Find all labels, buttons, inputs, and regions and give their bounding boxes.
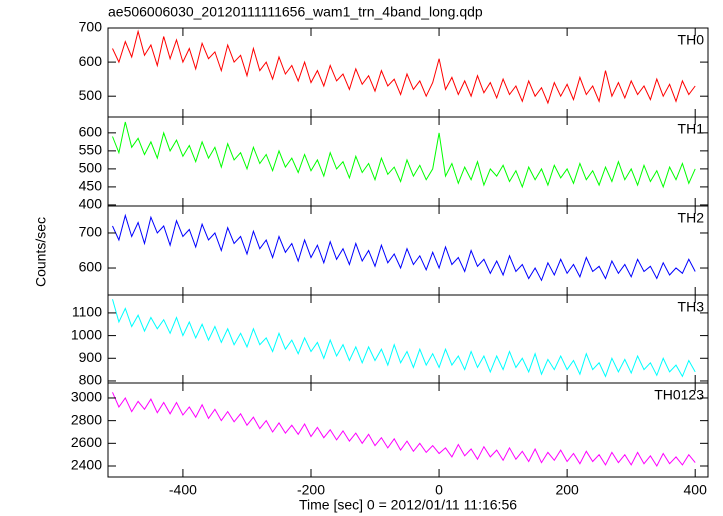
y-tick-label: 1100 <box>72 304 102 320</box>
panel-frame <box>107 382 709 478</box>
x-tick-label: 400 <box>684 482 708 498</box>
y-tick-label: 600 <box>79 53 103 69</box>
y-tick-label: 600 <box>79 124 103 140</box>
x-tick-label: 200 <box>555 482 579 498</box>
data-line <box>112 29 696 105</box>
chart-title: ae506006030_20120111111656_wam1_trn_4ban… <box>108 4 483 20</box>
data-line <box>112 213 696 282</box>
y-tick-label: 3000 <box>71 389 102 405</box>
x-tick-label: 0 <box>435 482 443 498</box>
y-tick-label: 2600 <box>71 434 102 450</box>
y-tick-label: 800 <box>79 372 103 388</box>
y-tick-label: 600 <box>79 259 103 275</box>
panel-label: TH0 <box>678 32 705 48</box>
y-tick-label: 700 <box>79 19 103 35</box>
panel-label: TH0123 <box>654 387 704 403</box>
y-tick-label: 450 <box>79 178 103 194</box>
y-tick-label: 500 <box>79 87 103 103</box>
panel-frame <box>107 27 709 118</box>
y-tick-label: 2400 <box>71 457 102 473</box>
data-line <box>112 299 696 378</box>
y-tick-label: 700 <box>79 224 103 240</box>
data-line <box>112 392 696 468</box>
y-tick-label: 500 <box>79 160 103 176</box>
panel-label: TH3 <box>678 299 705 315</box>
x-tick-label: -200 <box>297 482 325 498</box>
y-tick-label: 550 <box>79 142 103 158</box>
y-tick-label: 1000 <box>71 326 102 342</box>
x-axis-label: Time [sec] 0 = 2012/01/11 11:16:56 <box>299 497 517 513</box>
panel-frame <box>107 294 709 384</box>
panel-label: TH2 <box>678 210 705 226</box>
x-tick-label: -400 <box>169 482 197 498</box>
y-tick-label: 400 <box>79 196 103 212</box>
y-tick-label: 900 <box>79 349 103 365</box>
data-line <box>112 121 696 189</box>
y-axis-label: Counts/sec <box>33 217 49 287</box>
y-tick-label: 2800 <box>71 411 102 427</box>
panel-label: TH1 <box>678 121 705 137</box>
